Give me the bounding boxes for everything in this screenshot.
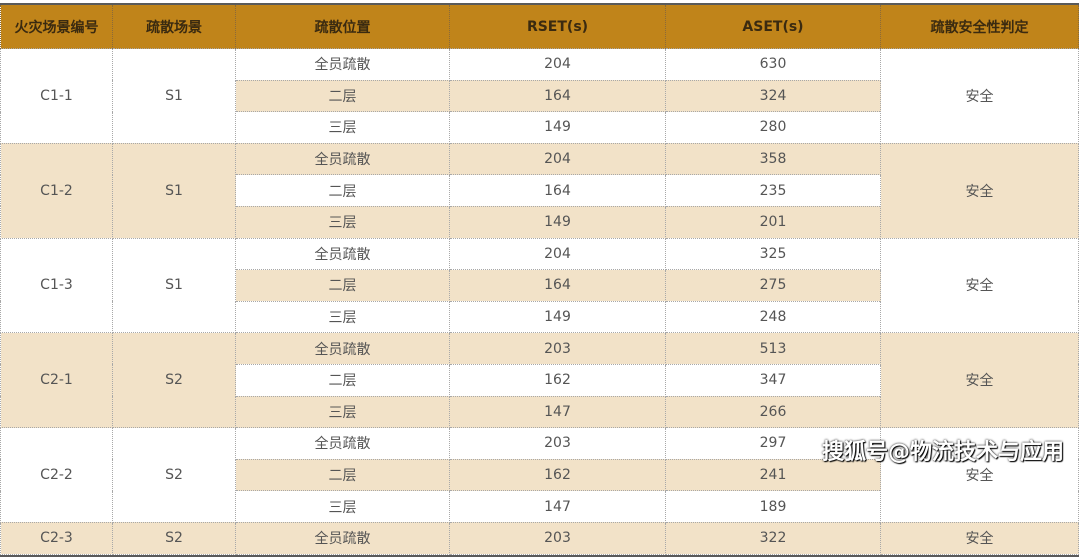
table-row: 二层 164 235 [1, 174, 1079, 207]
table-row: 二层 164 324 [1, 79, 1079, 113]
evacuation-scene: S1 [112, 48, 236, 144]
rset-value: 162 [449, 363, 666, 397]
rset-value: 149 [449, 300, 666, 334]
aset-value: 248 [665, 300, 881, 334]
column-header: 疏散位置 [235, 5, 450, 49]
evacuation-scene: S1 [112, 142, 236, 239]
safety-verdict: 安全 [880, 48, 1079, 144]
evacuation-scene: S2 [112, 427, 236, 523]
rset-value: 164 [449, 174, 666, 207]
rset-value: 203 [449, 427, 666, 460]
evacuation-location: 三层 [235, 205, 450, 239]
rset-value: 162 [449, 458, 666, 492]
table-row: 三层 149 280 [1, 111, 1079, 144]
rset-value: 149 [449, 111, 666, 144]
watermark: 搜狐号@物流技术与应用 [822, 440, 1065, 465]
aset-value: 358 [665, 142, 881, 176]
aset-value: 280 [665, 111, 881, 144]
aset-value: 324 [665, 79, 881, 113]
evacuation-location: 全员疏散 [235, 427, 450, 460]
evacuation-location: 三层 [235, 300, 450, 334]
safety-verdict: 安全 [880, 427, 1079, 523]
table-row: 三层 147 266 [1, 395, 1079, 429]
evacuation-location: 二层 [235, 269, 450, 302]
fire-scenario-id: C2-1 [0, 332, 113, 429]
rset-value: 164 [449, 269, 666, 302]
evacuation-location: 二层 [235, 174, 450, 207]
rset-value: 147 [449, 395, 666, 429]
table-header-row: 火灾场景编号 疏散场景 疏散位置 RSET(s) ASET(s) 疏散安全性判定 [0, 5, 1079, 49]
table-row: 三层 147 189 [1, 490, 1079, 523]
fire-scenario-id: C1-1 [0, 48, 113, 144]
table-row: C1-1 S1 全员疏散 204 630 安全 [0, 48, 1079, 144]
fire-scenario-id: C2-2 [0, 427, 113, 523]
table-row: C2-3 S2 全员疏散 203 322 安全 [0, 521, 1079, 555]
evacuation-location: 二层 [235, 363, 450, 397]
aset-value: 630 [665, 48, 881, 81]
column-header: RSET(s) [449, 5, 666, 49]
aset-value: 322 [665, 521, 881, 555]
column-header: ASET(s) [665, 5, 881, 49]
evacuation-location: 全员疏散 [235, 237, 450, 271]
table-row: C2-2 S2 全员疏散 203 297 安全 [0, 427, 1079, 523]
table-row: C2-1 S2 全员疏散 203 513 安全 [0, 332, 1079, 429]
evacuation-table: 火灾场景编号 疏散场景 疏散位置 RSET(s) ASET(s) 疏散安全性判定 C1-1… [0, 3, 1079, 557]
evacuation-location: 二层 [235, 458, 450, 492]
aset-value: 241 [665, 458, 881, 492]
safety-verdict: 安全 [880, 521, 1079, 555]
rset-value: 204 [449, 142, 666, 176]
aset-value: 201 [665, 205, 881, 239]
safety-verdict: 安全 [880, 142, 1079, 239]
rset-value: 203 [449, 332, 666, 365]
column-header: 疏散场景 [112, 5, 236, 49]
aset-value: 513 [665, 332, 881, 365]
fire-scenario-id: C1-2 [0, 142, 113, 239]
aset-value: 235 [665, 174, 881, 207]
aset-value: 189 [665, 490, 881, 523]
evacuation-scene: S2 [112, 521, 236, 555]
rset-value: 204 [449, 48, 666, 81]
evacuation-location: 全员疏散 [235, 332, 450, 365]
table-row: C1-3 S1 全员疏散 204 325 安全 [0, 237, 1079, 334]
table-row: 三层 149 201 [1, 205, 1079, 239]
rset-value: 149 [449, 205, 666, 239]
evacuation-scene: S2 [112, 332, 236, 429]
aset-value: 266 [665, 395, 881, 429]
column-header: 火灾场景编号 [0, 5, 113, 49]
evacuation-location: 三层 [235, 395, 450, 429]
table-row: 二层 164 275 [1, 269, 1079, 302]
evacuation-location: 三层 [235, 111, 450, 144]
fire-scenario-id: C1-3 [0, 237, 113, 334]
rset-value: 147 [449, 490, 666, 523]
table-row: C1-2 S1 全员疏散 204 358 安全 [0, 142, 1079, 239]
rset-value: 203 [449, 521, 666, 555]
evacuation-location: 全员疏散 [235, 48, 450, 81]
rset-value: 164 [449, 79, 666, 113]
rset-value: 204 [449, 237, 666, 271]
safety-verdict: 安全 [880, 237, 1079, 334]
aset-value: 325 [665, 237, 881, 271]
evacuation-location: 全员疏散 [235, 521, 450, 555]
safety-verdict: 安全 [880, 332, 1079, 429]
evacuation-location: 二层 [235, 79, 450, 113]
fire-scenario-id: C2-3 [0, 521, 113, 555]
evacuation-location: 全员疏散 [235, 142, 450, 176]
table-row: 二层 162 241 [1, 458, 1079, 492]
column-header: 疏散安全性判定 [880, 5, 1079, 49]
evacuation-scene: S1 [112, 237, 236, 334]
aset-value: 347 [665, 363, 881, 397]
table-row: 三层 149 248 [1, 300, 1079, 334]
evacuation-location: 三层 [235, 490, 450, 523]
aset-value: 275 [665, 269, 881, 302]
